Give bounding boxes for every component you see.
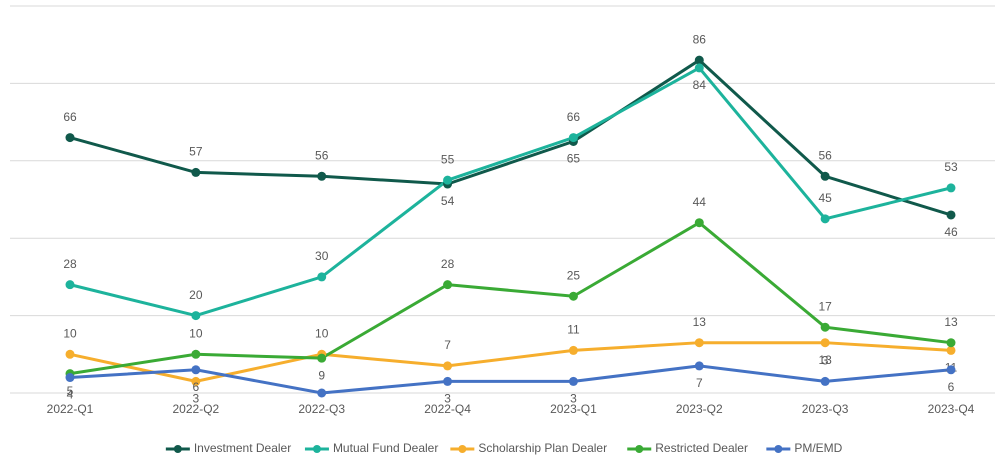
data-point	[317, 272, 327, 282]
data-point	[946, 365, 956, 375]
x-tick-label: 2023-Q4	[928, 402, 975, 416]
legend-label: Mutual Fund Dealer	[333, 441, 438, 455]
data-point	[820, 322, 830, 332]
data-point	[694, 361, 704, 371]
data-label: 6	[948, 380, 955, 394]
legend-marker	[774, 445, 783, 453]
series-line	[69, 364, 952, 395]
data-label: 3	[193, 392, 200, 406]
data-point	[443, 280, 453, 290]
x-tick-label: 2022-Q4	[424, 402, 471, 416]
data-label: 3	[444, 392, 451, 406]
data-label: 25	[567, 268, 581, 282]
data-label: 7	[444, 338, 451, 352]
data-point	[568, 376, 578, 386]
x-tick-label: 2022-Q2	[173, 402, 220, 416]
data-point	[191, 365, 201, 375]
series-line	[69, 341, 952, 383]
data-label: 3	[570, 392, 577, 406]
data-label: 28	[441, 257, 455, 271]
legend-label: Restricted Dealer	[655, 441, 748, 455]
data-point	[946, 345, 956, 355]
data-point	[191, 349, 201, 359]
data-label: 55	[441, 152, 455, 166]
data-point	[568, 133, 578, 143]
data-point	[317, 388, 327, 398]
data-label: 5	[67, 384, 74, 398]
data-label: 17	[818, 299, 832, 313]
data-point	[443, 175, 453, 185]
data-point	[443, 376, 453, 386]
data-point	[443, 361, 453, 371]
data-label: 57	[189, 145, 203, 159]
legend-label: PM/EMD	[794, 441, 842, 455]
legend-marker	[458, 445, 467, 453]
data-label: 28	[63, 257, 77, 271]
data-label: 10	[315, 326, 329, 340]
data-point	[694, 55, 704, 65]
data-point	[191, 311, 201, 321]
data-point	[568, 345, 578, 355]
data-label: 13	[944, 315, 958, 329]
data-point	[946, 210, 956, 220]
data-point	[568, 291, 578, 301]
data-label: 9	[318, 368, 325, 382]
x-tick-label: 2023-Q3	[802, 402, 849, 416]
data-label: 3	[822, 354, 829, 368]
data-label: 65	[567, 152, 581, 166]
data-label: 56	[315, 148, 329, 162]
legend-marker	[635, 445, 644, 453]
data-point	[820, 376, 830, 386]
legend-label: Investment Dealer	[194, 441, 291, 455]
x-tick-label: 2023-Q2	[676, 402, 723, 416]
data-label: 66	[567, 110, 581, 124]
legend-marker	[312, 445, 321, 453]
data-label: 30	[315, 249, 329, 263]
data-point	[317, 353, 327, 363]
data-point	[946, 183, 956, 193]
legend-marker	[173, 445, 182, 453]
data-label: 66	[63, 110, 77, 124]
data-label: 84	[693, 78, 707, 92]
data-point	[946, 338, 956, 348]
data-point	[694, 338, 704, 348]
data-label: 44	[693, 195, 707, 209]
series-line	[69, 220, 952, 376]
data-label: 46	[944, 225, 958, 239]
data-label: 11	[567, 323, 580, 337]
data-label: 10	[63, 326, 77, 340]
legend-label: Scholarship Plan Dealer	[478, 441, 607, 455]
data-point	[191, 376, 201, 386]
data-label: 4	[67, 388, 74, 402]
data-point	[694, 218, 704, 228]
data-point	[65, 373, 75, 383]
data-label: 6	[193, 380, 200, 394]
x-tick-label: 2023-Q1	[550, 402, 597, 416]
data-point	[65, 133, 75, 143]
data-label: 13	[818, 353, 832, 367]
data-label: 45	[818, 191, 832, 205]
data-point	[820, 338, 830, 348]
data-point	[820, 214, 830, 224]
series-line	[69, 58, 952, 217]
data-label: 13	[693, 315, 707, 329]
data-label: 53	[944, 160, 958, 174]
x-tick-label: 2022-Q3	[298, 402, 345, 416]
data-label: 86	[693, 32, 707, 46]
data-point	[191, 167, 201, 177]
data-label: 20	[189, 288, 203, 302]
data-point	[65, 280, 75, 290]
data-point	[317, 171, 327, 181]
data-label: 7	[696, 376, 703, 390]
data-label: 10	[189, 326, 203, 340]
data-label: 56	[818, 148, 832, 162]
data-label: 54	[441, 194, 455, 208]
x-tick-label: 2022-Q1	[47, 402, 94, 416]
series-line	[69, 66, 952, 318]
data-point	[65, 349, 75, 359]
data-point	[694, 63, 704, 73]
data-point	[820, 171, 830, 181]
